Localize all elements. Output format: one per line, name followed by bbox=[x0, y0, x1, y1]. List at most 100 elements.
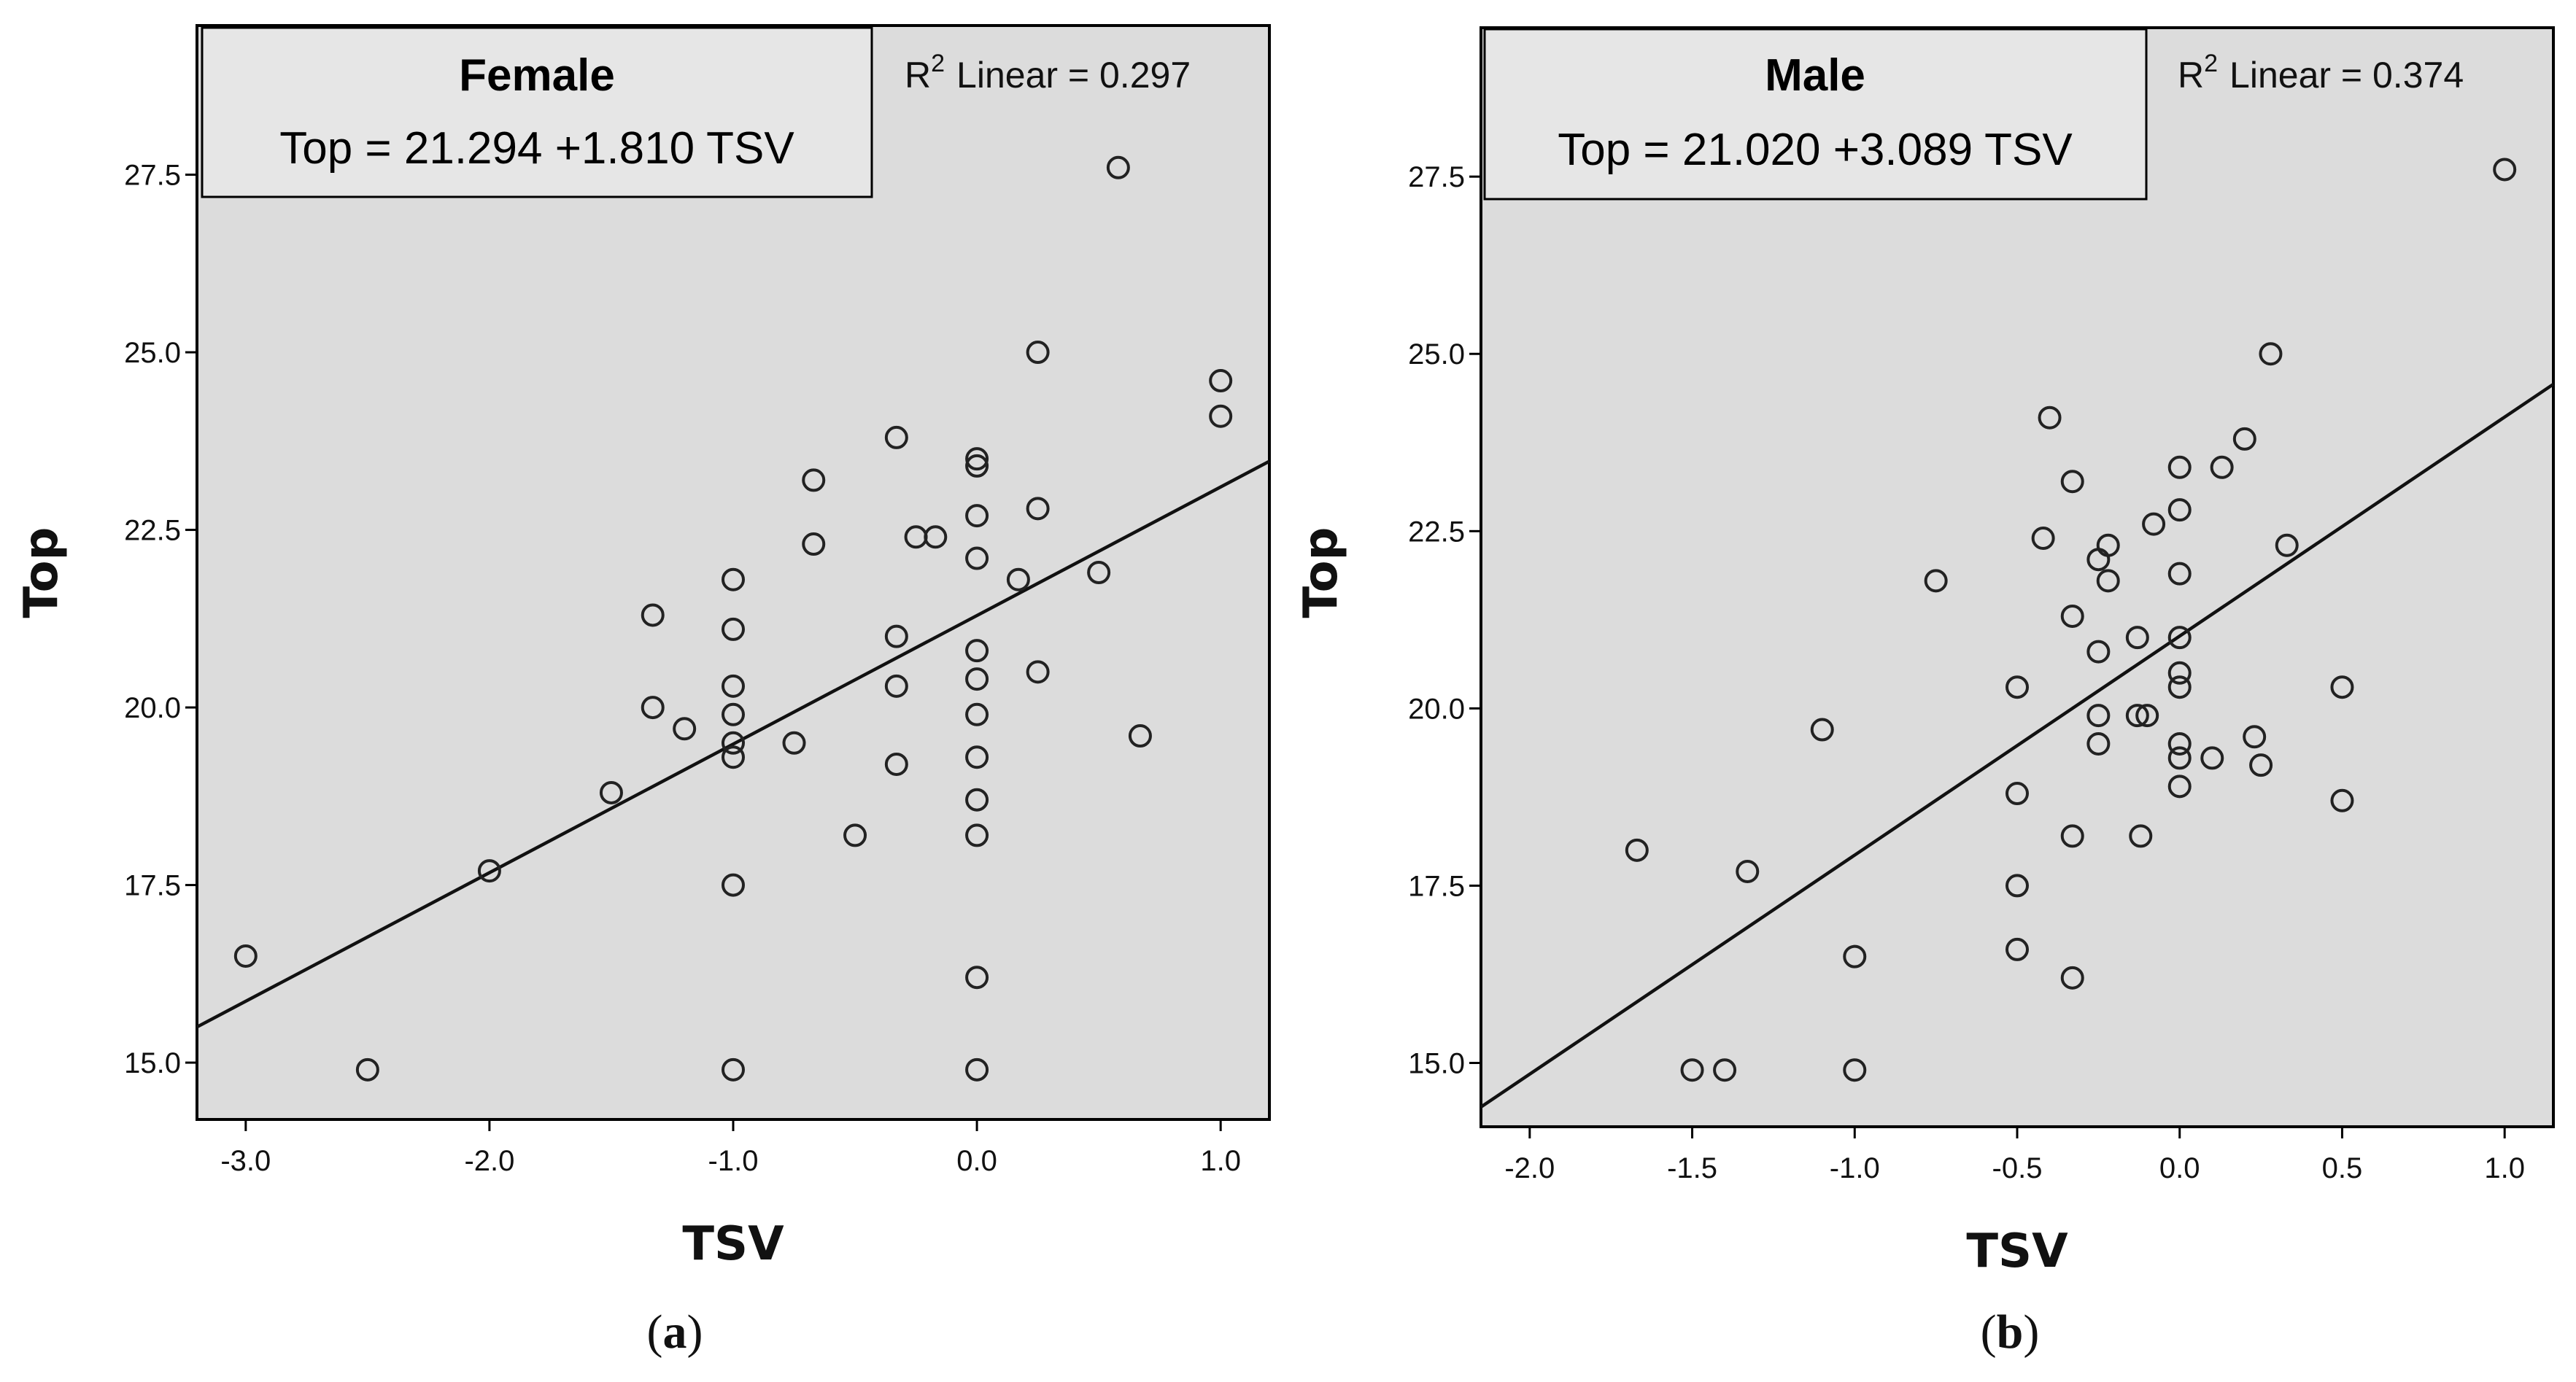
x-tick-label-b: -0.5 bbox=[1992, 1152, 2043, 1184]
data-point-b bbox=[2060, 470, 2084, 494]
x-tick-label-b: 1.0 bbox=[2484, 1152, 2525, 1184]
equation-box-b bbox=[1483, 28, 2148, 201]
data-point-a bbox=[722, 1057, 745, 1082]
data-point-b bbox=[2330, 675, 2354, 699]
data-point-b bbox=[2006, 782, 2029, 806]
y-tick-label-a: 27.5 bbox=[124, 160, 181, 192]
plot-area-b bbox=[1480, 26, 2555, 1128]
x-ticks-a: -3.0 -2.0 -1.0 0.0 1.0 bbox=[220, 1119, 1241, 1177]
panel-a-female: Female Top = 21.294 +1.810 TSV R2 Linear … bbox=[15, 24, 1271, 1359]
panel-b-male: Male Top = 21.020 +3.089 TSV R2 Linear = … bbox=[1294, 26, 2555, 1359]
y-tick-label-b: 17.5 bbox=[1408, 870, 1465, 902]
data-point-b bbox=[1713, 1058, 1737, 1082]
data-point-b bbox=[2060, 966, 2084, 990]
r2-value-a: Linear = 0.297 bbox=[956, 55, 1191, 96]
y-tick-label-b: 22.5 bbox=[1408, 516, 1465, 548]
data-point-b bbox=[2086, 640, 2111, 664]
data-point-b bbox=[2125, 704, 2149, 728]
data-point-b bbox=[2259, 342, 2283, 366]
y-tick-label-a: 25.0 bbox=[124, 337, 181, 369]
data-point-a bbox=[843, 823, 867, 847]
data-point-a bbox=[233, 944, 258, 968]
r2-superscript-a: 2 bbox=[931, 50, 945, 77]
r2-prefix-b: R bbox=[2178, 55, 2204, 96]
data-point-b bbox=[2167, 775, 2192, 799]
data-point-a bbox=[965, 447, 989, 471]
x-tick-label-a: -3.0 bbox=[220, 1145, 271, 1177]
data-point-b bbox=[2210, 455, 2234, 479]
equation-a: Top = 21.294 +1.810 TSV bbox=[279, 123, 794, 174]
data-point-a bbox=[884, 674, 908, 698]
data-point-b bbox=[2086, 731, 2111, 756]
data-point-a bbox=[965, 454, 989, 478]
data-point-a bbox=[965, 788, 989, 812]
data-point-b bbox=[2006, 874, 2029, 898]
data-point-b bbox=[1843, 944, 1867, 968]
data-point-b bbox=[2249, 753, 2273, 777]
data-point-b bbox=[2086, 704, 2111, 728]
data-point-b bbox=[2167, 731, 2192, 756]
data-point-a bbox=[965, 546, 989, 570]
y-tick-label-b: 15.0 bbox=[1408, 1047, 1465, 1079]
data-point-a bbox=[1006, 567, 1030, 591]
regression-line-a bbox=[196, 459, 1271, 1029]
data-point-b bbox=[1736, 859, 1760, 883]
x-tick-label-b: 0.5 bbox=[2322, 1152, 2363, 1184]
x-tick-label-a: 1.0 bbox=[1200, 1145, 1241, 1177]
y-axis-title-b: Top bbox=[1294, 527, 1348, 618]
panel-letter-a: a bbox=[663, 1305, 687, 1359]
r2-prefix-a: R bbox=[905, 55, 931, 96]
data-point-a bbox=[924, 525, 948, 549]
data-point-b bbox=[2006, 675, 2029, 699]
data-point-a bbox=[965, 667, 989, 691]
data-point-b bbox=[1810, 718, 1834, 742]
data-point-b bbox=[2142, 512, 2166, 536]
data-point-b bbox=[1843, 1058, 1867, 1082]
fit-line-group-b bbox=[1480, 382, 2555, 1109]
x-axis-title-b: TSV bbox=[1966, 1224, 2068, 1278]
data-point-a bbox=[965, 1057, 989, 1082]
data-point-b bbox=[2096, 533, 2120, 557]
data-point-a bbox=[1087, 561, 1111, 584]
fit-line-group-a bbox=[196, 459, 1271, 1029]
x-tick-label-a: 0.0 bbox=[956, 1145, 997, 1177]
data-point-a bbox=[965, 639, 989, 663]
data-point-a bbox=[722, 745, 745, 769]
data-point-a bbox=[1209, 369, 1233, 393]
data-point-a bbox=[1026, 497, 1050, 521]
data-point-a bbox=[477, 859, 501, 883]
group-label-b: Male bbox=[1765, 50, 1865, 101]
data-point-a bbox=[965, 745, 989, 769]
x-axis-title-a: TSV bbox=[682, 1217, 784, 1271]
data-point-a bbox=[722, 702, 745, 726]
panel-caption-a: (a) bbox=[647, 1305, 703, 1359]
data-point-a bbox=[1026, 660, 1050, 684]
data-point-b bbox=[2167, 661, 2192, 685]
data-point-b bbox=[2129, 824, 2153, 848]
r2-label-a: R2 Linear = 0.297 bbox=[905, 50, 1191, 96]
data-point-a bbox=[641, 603, 665, 627]
y-tick-label-a: 15.0 bbox=[124, 1047, 181, 1079]
data-point-a bbox=[965, 966, 989, 990]
data-point-a bbox=[802, 532, 826, 556]
data-point-a bbox=[722, 674, 745, 698]
data-point-a bbox=[965, 504, 989, 528]
y-tick-label-b: 27.5 bbox=[1408, 161, 1465, 193]
data-point-a bbox=[722, 731, 745, 755]
data-point-b bbox=[2167, 562, 2192, 586]
data-point-b bbox=[2125, 626, 2149, 650]
r2-label-b: R2 Linear = 0.374 bbox=[2178, 50, 2464, 96]
data-point-a bbox=[965, 823, 989, 847]
y-ticks-a: 15.0 17.5 20.0 22.5 25.0 27.5 bbox=[124, 160, 197, 1079]
group-label-a: Female bbox=[459, 50, 615, 101]
r2-value-b: Linear = 0.374 bbox=[2229, 55, 2464, 96]
y-tick-label-a: 20.0 bbox=[124, 692, 181, 724]
data-point-a bbox=[641, 696, 665, 720]
points-group-a bbox=[233, 155, 1233, 1082]
data-point-a bbox=[965, 702, 989, 726]
data-point-b bbox=[2135, 704, 2159, 728]
data-point-b bbox=[2167, 746, 2192, 770]
data-point-b bbox=[2167, 455, 2192, 479]
equation-b: Top = 21.020 +3.089 TSV bbox=[1558, 125, 2073, 175]
